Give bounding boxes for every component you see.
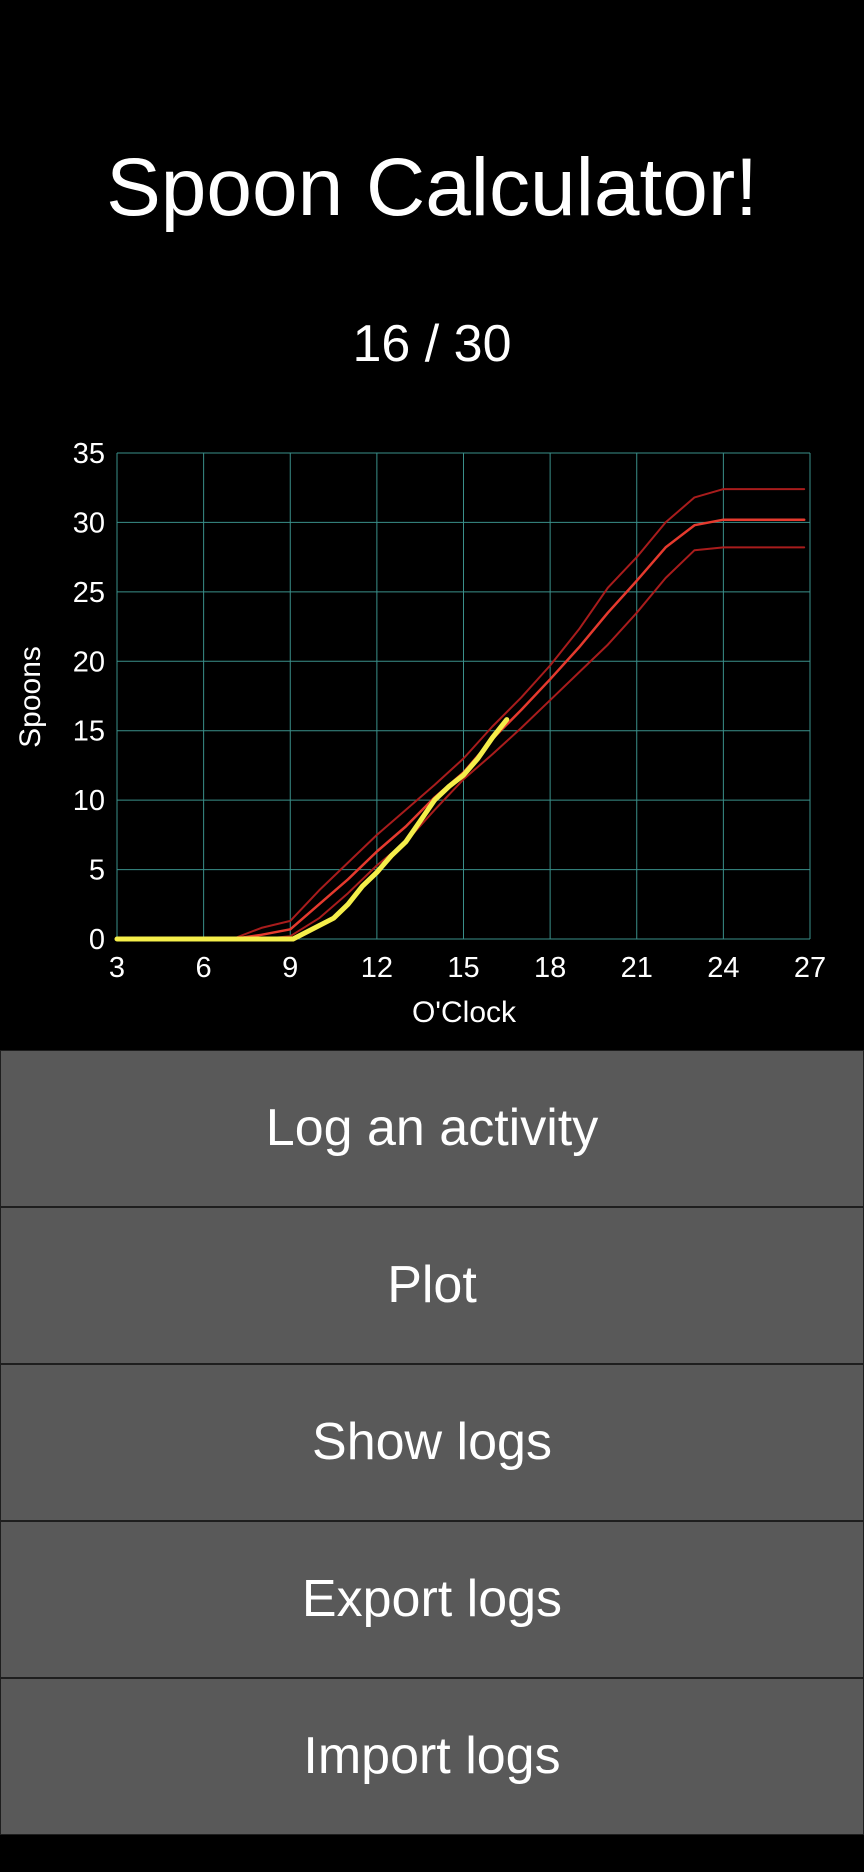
import-logs-button[interactable]: Import logs [0,1678,864,1835]
app-title: Spoon Calculator! [106,142,758,233]
y-tick-label: 5 [89,855,105,887]
y-tick-label: 15 [73,716,105,748]
y-tick-label: 35 [73,438,105,470]
x-tick-label: 21 [621,952,653,984]
x-tick-label: 6 [196,952,212,984]
x-tick-label: 24 [707,952,739,984]
log-activity-button[interactable]: Log an activity [0,1050,864,1207]
x-tick-label: 12 [361,952,393,984]
spoon-chart: 3 6 9 12 15 18 21 24 27 0 5 10 15 20 25 30 35 O'Clock Sp… [0,430,864,1050]
y-tick-label: 0 [89,924,105,956]
x-tick-label: 3 [109,952,125,984]
plot-button[interactable]: Plot [0,1207,864,1364]
show-logs-button[interactable]: Show logs [0,1364,864,1521]
series-line-upper-band [116,488,806,940]
x-tick-label: 9 [282,952,298,984]
y-tick-label: 10 [73,785,105,817]
y-tick-label: 20 [73,646,105,678]
y-tick-label: 25 [73,577,105,609]
x-tick-label: 27 [794,952,826,984]
series-line-today [114,717,510,942]
y-tick-label: 30 [73,507,105,539]
x-axis-label: O'Clock [412,996,517,1029]
spoon-chart-svg: 3 6 9 12 15 18 21 24 27 0 5 10 15 20 25 30 35 O'Clock Sp… [14,438,826,1029]
series-line-median [115,518,806,941]
x-tick-label: 15 [447,952,479,984]
x-tick-label: 18 [534,952,566,984]
spoon-count: 16 / 30 [352,315,512,373]
series-line-lower-band [116,546,806,940]
button-list: Log an activity Plot Show logs Export lo… [0,1050,864,1835]
export-logs-button[interactable]: Export logs [0,1521,864,1678]
y-axis-label: Spoons [14,646,47,748]
